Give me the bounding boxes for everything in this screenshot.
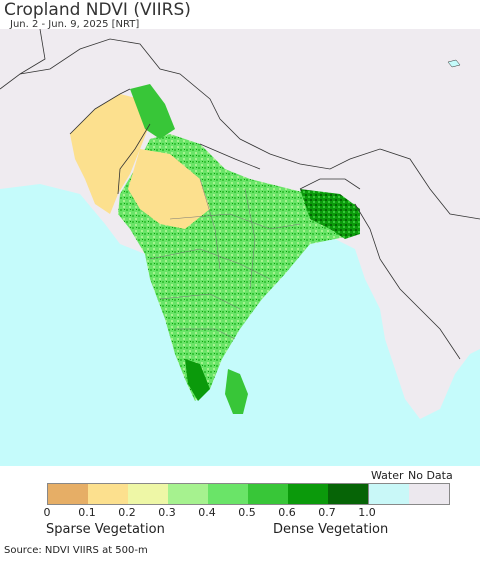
legend-swatch — [88, 484, 128, 504]
lake-marker — [447, 59, 461, 68]
legend-swatch — [409, 484, 449, 504]
legend-dense-label: Dense Vegetation — [273, 522, 389, 537]
legend-color-bar — [47, 483, 450, 505]
ndvi-map — [0, 29, 480, 466]
legend-tick-label: 0.4 — [198, 506, 216, 519]
legend-tick-label: 0.1 — [78, 506, 96, 519]
legend-swatch — [248, 484, 288, 504]
country-borders — [0, 29, 480, 360]
legend-tick-label: 0.5 — [238, 506, 256, 519]
legend-swatch — [48, 484, 88, 504]
legend-swatch — [168, 484, 208, 504]
kerala-dense-area — [185, 359, 210, 401]
punjab-green-area — [130, 84, 175, 139]
source-note: Source: NDVI VIIRS at 500-m — [4, 545, 148, 556]
legend-swatch — [208, 484, 248, 504]
legend-water-label: Water — [371, 469, 404, 482]
state-borders — [149, 178, 301, 340]
legend-tick-label: 0.3 — [158, 506, 176, 519]
map-subtitle: Jun. 2 - Jun. 9, 2025 [NRT] — [10, 19, 140, 30]
pakistan-dry-cropland — [70, 94, 150, 214]
legend-tick-label: 0.7 — [318, 506, 336, 519]
legend-sparse-label: Sparse Vegetation — [46, 522, 165, 537]
map-title: Cropland NDVI (VIIRS) — [4, 0, 191, 20]
arabian-sea — [0, 184, 480, 466]
bengal-dense-area — [300, 189, 360, 239]
legend-tick-label: 1.0 — [358, 506, 376, 519]
legend-swatch — [368, 484, 409, 504]
legend-tick-label: 0.2 — [118, 506, 136, 519]
legend-tick-label: 0.6 — [278, 506, 296, 519]
rajasthan-dry-area — [128, 149, 210, 229]
legend-tick-label: 0 — [43, 506, 51, 519]
legend-swatch — [288, 484, 328, 504]
legend-swatch — [328, 484, 368, 504]
legend-swatch — [128, 484, 168, 504]
legend-nodata-label: No Data — [408, 469, 453, 482]
sri-lanka — [225, 369, 248, 414]
